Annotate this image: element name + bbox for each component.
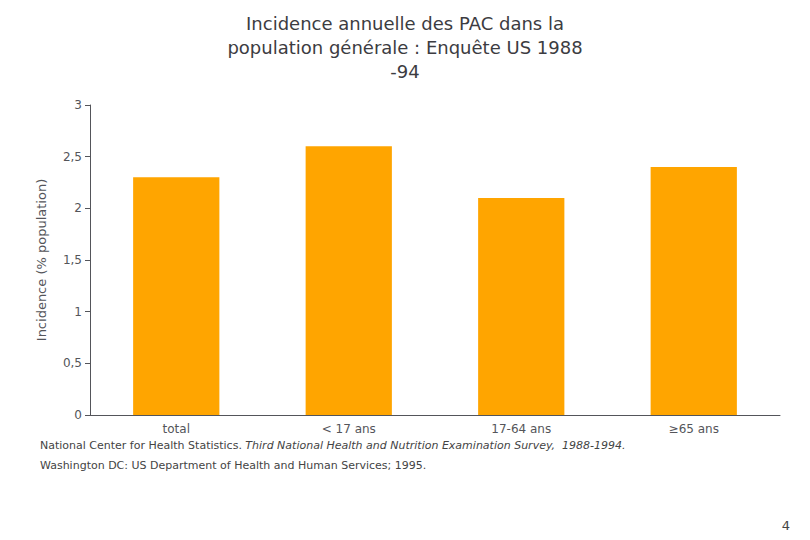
svg-text:Washington DC: US Department o: Washington DC: US Department of Health a…: [40, 459, 426, 472]
svg-text:Third National Health and Nutr: Third National Health and Nutrition Exam…: [245, 439, 625, 452]
svg-text:≥65 ans: ≥65 ans: [669, 422, 719, 436]
svg-text:National Center for Health Sta: National Center for Health Statistics.: [40, 439, 245, 452]
svg-text:total: total: [163, 422, 190, 436]
svg-text:0,5: 0,5: [63, 356, 82, 370]
svg-text:< 17 ans: < 17 ans: [322, 422, 376, 436]
svg-text:1,5: 1,5: [63, 253, 82, 267]
svg-text:population générale : Enquête: population générale : Enquête US 1988: [227, 37, 582, 58]
svg-text:4: 4: [782, 518, 790, 533]
svg-text:Incidence annuelle des PAC dan: Incidence annuelle des PAC dans la: [246, 13, 564, 34]
svg-text:Incidence (% population): Incidence (% population): [34, 179, 49, 341]
svg-text:-94: -94: [390, 61, 419, 82]
svg-text:2: 2: [74, 201, 82, 215]
svg-text:0: 0: [74, 408, 82, 422]
svg-text:1: 1: [74, 305, 82, 319]
svg-text:17-64 ans: 17-64 ans: [491, 422, 551, 436]
svg-text:2,5: 2,5: [63, 150, 82, 164]
svg-text:3: 3: [74, 98, 82, 112]
